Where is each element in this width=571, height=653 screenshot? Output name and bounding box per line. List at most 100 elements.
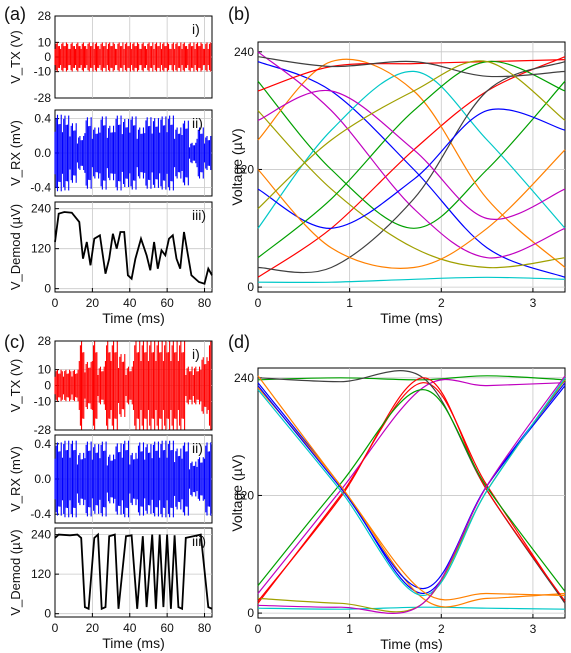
series-line [257, 377, 566, 602]
panel-label: (c) [4, 332, 25, 352]
y-tick-label: 28 [38, 9, 52, 23]
x-tick-label: 0 [255, 622, 262, 636]
series-line [257, 110, 566, 269]
x-axis-label: Time (ms) [102, 635, 164, 651]
series-line [257, 89, 566, 220]
y-tick-label: 28 [38, 334, 52, 348]
y-axis-label: V_Demod (µV) [8, 529, 23, 615]
x-tick-label: 80 [198, 621, 212, 635]
y-axis-label: V_RX (mV) [8, 120, 23, 186]
y-axis-label: V_TX (V) [8, 30, 23, 83]
series-line [257, 60, 566, 259]
x-tick-label: 3 [530, 296, 537, 310]
y-tick-label: 0 [44, 282, 51, 296]
y-axis-label: V_RX (mV) [8, 446, 23, 512]
x-tick-label: 20 [86, 621, 100, 635]
series-line [257, 387, 566, 608]
series-line [257, 382, 566, 595]
y-tick-label: -0.4 [30, 180, 51, 194]
series-line [257, 375, 566, 614]
plot-frame [257, 41, 566, 293]
series-line [257, 108, 566, 229]
y-tick-label: 240 [31, 202, 51, 216]
demod-line [54, 211, 213, 285]
series-line [257, 276, 566, 284]
row-tag: iii) [192, 533, 206, 549]
y-tick-label: 120 [31, 242, 51, 256]
x-tick-label: 0 [255, 296, 262, 310]
y-tick-label: -10 [34, 394, 52, 408]
y-axis-label: Voltage (µV) [229, 128, 245, 205]
series-line [257, 61, 566, 278]
plot-frame [54, 201, 213, 293]
x-tick-label: 60 [160, 296, 174, 310]
x-axis-label: Time (ms) [380, 310, 442, 326]
panel-label: (d) [228, 332, 250, 352]
y-tick-label: 120 [31, 567, 51, 581]
row-tag: i) [192, 21, 200, 37]
series-line [257, 59, 566, 92]
y-tick-label: -0.4 [30, 507, 51, 521]
series-line [257, 80, 566, 229]
y-tick-label: 0.4 [34, 437, 51, 451]
y-tick-label: 120 [234, 162, 254, 176]
x-tick-label: 1 [346, 622, 353, 636]
y-axis-label: V_Demod (µV) [8, 204, 23, 290]
y-tick-label: 0 [44, 379, 51, 393]
x-tick-label: 1 [346, 296, 353, 310]
row-tag: ii) [192, 115, 203, 131]
series-line [257, 149, 566, 269]
series-line [257, 377, 566, 597]
plot-frame [257, 367, 566, 619]
y-tick-label: 0 [247, 280, 254, 294]
row-tag: i) [192, 346, 200, 362]
row-tag: iii) [192, 207, 206, 223]
series-line [257, 56, 566, 78]
y-axis-label: V_TX (V) [8, 359, 23, 412]
x-tick-label: 3 [530, 622, 537, 636]
series-line [257, 378, 566, 594]
y-tick-label: -28 [34, 423, 52, 437]
series-line [257, 606, 566, 610]
y-tick-label: 10 [38, 363, 52, 377]
y-tick-label: 0 [44, 607, 51, 621]
y-tick-label: 0 [247, 606, 254, 620]
demod-line [54, 532, 213, 611]
x-tick-label: 40 [123, 621, 137, 635]
plot-frame [54, 527, 213, 618]
x-axis-label: Time (ms) [380, 636, 442, 652]
series-line [257, 375, 566, 381]
y-tick-label: 240 [31, 528, 51, 542]
x-tick-label: 80 [198, 296, 212, 310]
series-line [257, 375, 566, 601]
x-tick-label: 2 [438, 622, 445, 636]
y-tick-label: -10 [34, 65, 52, 79]
series-line [257, 61, 566, 274]
row-tag: ii) [192, 440, 203, 456]
series-line [257, 382, 566, 604]
y-tick-label: 0.4 [34, 112, 51, 126]
y-tick-label: 0 [44, 50, 51, 64]
y-tick-label: 120 [234, 488, 254, 502]
x-tick-label: 20 [86, 296, 100, 310]
y-tick-label: 10 [38, 35, 52, 49]
x-tick-label: 60 [160, 621, 174, 635]
y-tick-label: -28 [34, 91, 52, 105]
y-tick-label: 240 [234, 45, 254, 59]
y-tick-label: 240 [234, 371, 254, 385]
x-tick-label: 40 [123, 296, 137, 310]
panel-label: (a) [4, 4, 26, 24]
x-tick-label: 0 [52, 296, 59, 310]
y-tick-label: 0.0 [34, 146, 51, 160]
series-line [257, 385, 566, 590]
series-line [257, 51, 566, 259]
x-axis-label: Time (ms) [102, 310, 164, 326]
series-line [257, 60, 566, 210]
series-line [257, 388, 566, 592]
x-tick-label: 0 [52, 621, 59, 635]
y-tick-label: 0.0 [34, 472, 51, 486]
y-axis-label: Voltage (µV) [229, 454, 245, 531]
series-line [257, 370, 566, 604]
x-tick-label: 2 [438, 296, 445, 310]
